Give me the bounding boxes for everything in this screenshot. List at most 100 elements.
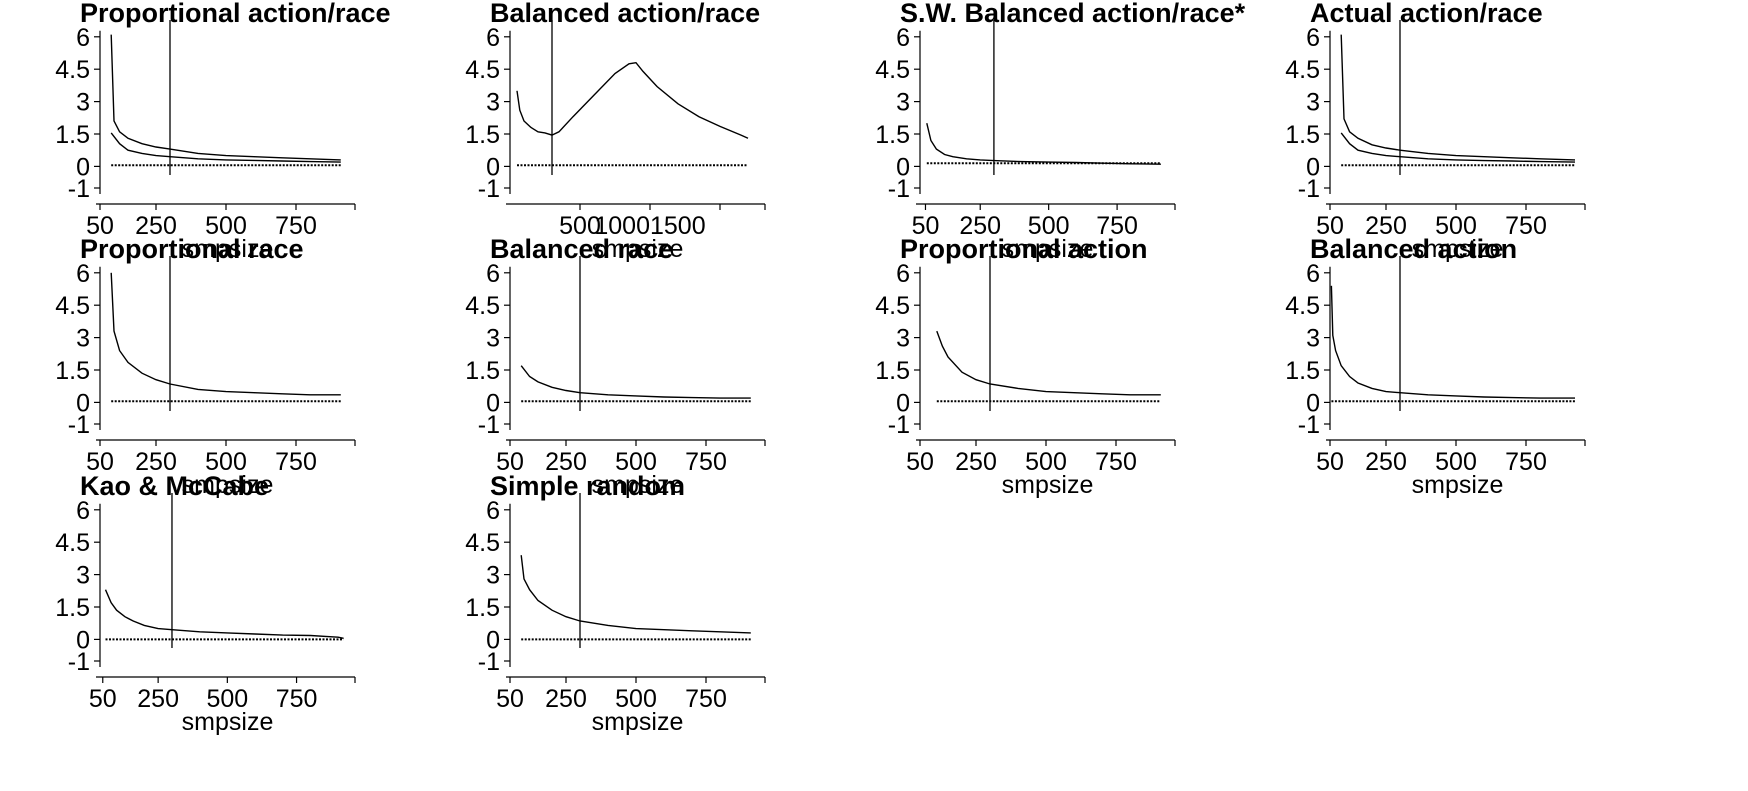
y-tick-label: 6: [486, 497, 500, 525]
chart-panel: Balanced race -1 0 1.5 3 4.5 6 50 250 500 750 smpsi…: [465, 234, 920, 499]
x-tick-label: 500: [615, 685, 657, 713]
y-tick-label: 4.5: [55, 292, 90, 320]
y-tick-label: 0: [1306, 153, 1320, 181]
series-line: [110, 34, 341, 161]
x-tick-label: 500: [615, 448, 657, 476]
x-axis-label: smpsize: [182, 708, 274, 736]
x-tick-label: 50: [86, 448, 114, 476]
x-tick-label: 750: [685, 448, 727, 476]
chart-panel: Balanced action -1 0 1.5 3 4.5 6 50 250 500 750 smp…: [1285, 234, 1740, 499]
x-axis-label: smpsize: [592, 235, 684, 263]
x-axis-label: smpsize: [182, 235, 274, 263]
y-tick-label: 0: [486, 626, 500, 654]
x-tick-label: 250: [955, 448, 997, 476]
y-tick-label: 3: [1306, 89, 1320, 117]
x-tick-label: 50: [496, 685, 524, 713]
x-tick-label: 50: [496, 448, 524, 476]
y-tick-label: 3: [486, 89, 500, 117]
y-tick-label: 4.5: [55, 529, 90, 557]
y-tick-label: -1: [68, 648, 90, 676]
y-tick-label: 6: [76, 24, 90, 52]
chart-panel: Actual action/race -1 0 1.5 3 4.5 6 50 250 500 750…: [1285, 0, 1740, 263]
x-tick-label: 750: [275, 212, 317, 240]
y-tick-label: -1: [68, 175, 90, 203]
series-line: [110, 132, 341, 163]
x-axis-label: smpsize: [1002, 235, 1094, 263]
y-tick-label: -1: [888, 411, 910, 439]
y-tick-label: 0: [76, 389, 90, 417]
x-tick-label: 50: [1316, 448, 1344, 476]
x-tick-label: 250: [135, 448, 177, 476]
series-line: [1330, 285, 1575, 399]
y-tick-label: 3: [896, 325, 910, 353]
x-tick-label: 750: [275, 448, 317, 476]
y-tick-label: 0: [896, 153, 910, 181]
x-tick-label: 10001500: [594, 212, 705, 240]
chart-svg: Actual action/race -10 1.5 3 4.5 6 50 250 500 750…: [1285, 0, 1586, 263]
chart-panel: Proportional action -1 0 1.5 3 4.5 6 50 250 500 75…: [875, 234, 1330, 499]
x-tick-label: 500: [205, 448, 247, 476]
y-tick-label: 4.5: [875, 292, 910, 320]
x-tick-label: 50: [906, 448, 934, 476]
y-tick-label: 0: [76, 153, 90, 181]
y-tick-label: 1.5: [875, 357, 910, 385]
chart-title: Balanced action/race: [490, 0, 760, 28]
y-tick-label: 4.5: [875, 56, 910, 84]
y-tick-label: 3: [76, 89, 90, 117]
x-tick-label: 250: [959, 212, 1001, 240]
x-tick-label: 750: [685, 685, 727, 713]
y-tick-label: 1.5: [55, 121, 90, 149]
y-tick-label: 4.5: [465, 529, 500, 557]
chart-panel: Kao & McCabe -1 0 1.5 3 4.5 6 50 250 500 750 smpsiz…: [55, 471, 510, 736]
chart-panel: Proportional action/race -1 0 1.5 3 4.5 6 50 250…: [55, 0, 510, 263]
x-tick-label: 250: [1365, 212, 1407, 240]
y-tick-label: 0: [1306, 389, 1320, 417]
chart-title: Simple random: [490, 471, 685, 501]
x-axis-label: smpsize: [182, 471, 274, 499]
series-line: [520, 555, 751, 634]
x-tick-label: 250: [137, 685, 179, 713]
chart-title: Proportional action: [900, 234, 1148, 264]
chart-svg: S.W. Balanced action/race* -10 1.5 3 4.5 6 50 2…: [875, 0, 1245, 263]
series-line: [926, 123, 1161, 165]
x-tick-label: 500: [559, 212, 601, 240]
chart-title: Balanced race: [490, 234, 673, 264]
x-tick-label: 500: [1435, 448, 1477, 476]
y-tick-label: 6: [76, 260, 90, 288]
y-tick-label: 1.5: [55, 594, 90, 622]
x-axis-label: smpsize: [592, 708, 684, 736]
x-tick-label: 50: [86, 212, 114, 240]
y-tick-label: -1: [1298, 175, 1320, 203]
series-line: [516, 61, 749, 139]
chart-panel: S.W. Balanced action/race* -1 0 1.5 3 4.5 6 50 2…: [875, 0, 1330, 263]
y-tick-label: 0: [76, 626, 90, 654]
y-tick-label: 6: [486, 24, 500, 52]
y-tick-label: 3: [486, 562, 500, 590]
y-tick-label: 1.5: [1285, 357, 1320, 385]
y-tick-label: 0: [896, 389, 910, 417]
chart-title: Actual action/race: [1310, 0, 1543, 28]
chart-title: Proportional action/race: [80, 0, 391, 28]
y-tick-label: 0: [486, 389, 500, 417]
y-tick-label: 4.5: [465, 292, 500, 320]
chart-title: Proportional race: [80, 234, 304, 264]
chart-title: Balanced action: [1310, 234, 1517, 264]
y-tick-label: 6: [896, 260, 910, 288]
y-tick-label: 3: [1306, 325, 1320, 353]
y-tick-label: 6: [76, 497, 90, 525]
series-line: [1340, 132, 1576, 163]
series-line: [110, 272, 341, 396]
y-tick-label: 1.5: [465, 594, 500, 622]
chart-title: Kao & McCabe: [80, 471, 269, 501]
y-tick-label: -1: [478, 175, 500, 203]
x-tick-label: 750: [276, 685, 318, 713]
x-tick-label: 750: [1096, 212, 1138, 240]
x-tick-label: 500: [1435, 212, 1477, 240]
y-tick-label: -1: [888, 175, 910, 203]
y-tick-label: 6: [896, 24, 910, 52]
x-tick-label: 500: [1025, 448, 1067, 476]
